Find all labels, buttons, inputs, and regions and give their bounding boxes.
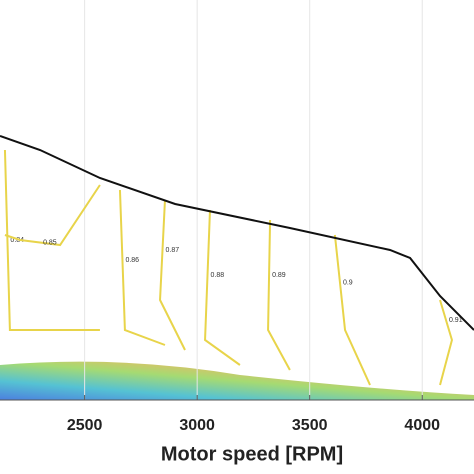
- contour-line: [267, 219, 291, 371]
- contour-label: 0.85: [43, 239, 57, 246]
- x-tick-label: 4000: [404, 417, 440, 434]
- torque-curve: [0, 135, 474, 331]
- contour-label: 0.84: [10, 237, 24, 244]
- contour-line: [333, 234, 371, 386]
- contour-label: 0.89: [272, 272, 286, 279]
- x-tick-label: 3000: [179, 417, 215, 434]
- contour-label: 0.86: [125, 257, 139, 264]
- contour-line: [4, 184, 101, 247]
- x-axis-label: Motor speed [RPM]: [161, 443, 343, 465]
- contour-line: [159, 199, 186, 351]
- x-tick-label: 2500: [67, 417, 103, 434]
- contour-line: [439, 299, 453, 386]
- x-tick-label: 3500: [292, 417, 328, 434]
- contour-line: [3, 149, 100, 331]
- contour-label: 0.88: [211, 272, 225, 279]
- contour-label: 0.9: [343, 279, 353, 286]
- contour-label: 0.87: [166, 247, 180, 254]
- contour-line: [118, 189, 166, 346]
- contour-label: 0.91: [449, 317, 463, 324]
- low-efficiency-region: [0, 361, 474, 400]
- contour-line: [204, 209, 241, 366]
